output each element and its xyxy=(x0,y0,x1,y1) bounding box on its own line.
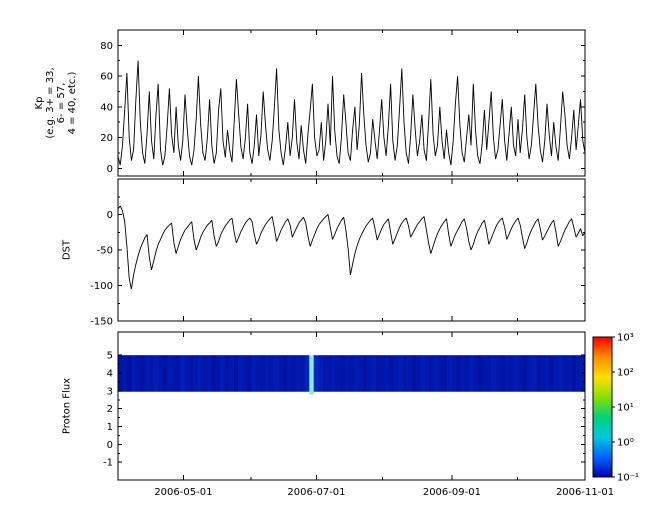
dst-ytick-label: -100 xyxy=(90,281,113,292)
x-tick-label: 2006-11-01 xyxy=(556,487,614,498)
x-tick-label: 2006-09-01 xyxy=(423,487,481,498)
dst-ylabel: DST xyxy=(62,239,73,260)
proton-flux-panel: 5 4 3 2 1 0 -1 Proton Flux xyxy=(62,331,586,481)
proton-flux-ytick-label: 0 xyxy=(107,440,113,451)
colorbar-tick-label: 10² xyxy=(617,368,634,379)
kp-ytick-label: 0 xyxy=(107,164,113,175)
colorbar-tick-label: 10⁻¹ xyxy=(617,473,639,484)
colorbar-tick-label: 10⁰ xyxy=(617,438,634,449)
kp-ytick-label: 80 xyxy=(100,41,113,52)
proton-flux-ytick-label: 2 xyxy=(107,404,113,415)
dst-ytick-label: -150 xyxy=(90,317,113,328)
proton-flux-ylabel: Proton Flux xyxy=(62,378,73,434)
proton-flux-heatmap xyxy=(118,355,586,395)
dst-panel: 0 -50 -100 -150 DST xyxy=(62,178,586,328)
proton-flux-ytick-label: 1 xyxy=(107,422,113,433)
dst-ytick-label: 0 xyxy=(107,210,113,221)
dst-frame xyxy=(117,178,586,322)
kp-ytick-label: 40 xyxy=(100,102,113,113)
colorbar xyxy=(592,336,613,478)
x-tick-label: 2006-05-01 xyxy=(154,487,212,498)
kp-panel: 0 20 40 60 80 Kp(e.g. 3+ = 33,6- = 57,4 = 40,… xyxy=(34,29,586,177)
colorbar-tick-label: 10¹ xyxy=(617,403,634,414)
dst-series xyxy=(117,205,586,290)
proton-flux-ytick-label: -1 xyxy=(103,458,113,469)
kp-ytick-label: 20 xyxy=(100,133,113,144)
colorbar-tick-label: 10³ xyxy=(617,333,634,344)
proton-flux-frame xyxy=(117,331,586,481)
kp-frame xyxy=(117,29,586,177)
x-tick-label: 2006-07-01 xyxy=(287,487,345,498)
kp-series xyxy=(117,60,586,166)
proton-flux-ytick-label: 3 xyxy=(107,386,113,397)
proton-flux-ytick-label: 5 xyxy=(107,351,113,362)
dst-ytick-label: -50 xyxy=(97,246,113,257)
proton-flux-ytick-label: 4 xyxy=(107,369,113,380)
kp-ylabel: Kp(e.g. 3+ = 33,6- = 57,4 = 40, etc.) xyxy=(34,67,78,138)
kp-ytick-label: 60 xyxy=(100,72,113,83)
